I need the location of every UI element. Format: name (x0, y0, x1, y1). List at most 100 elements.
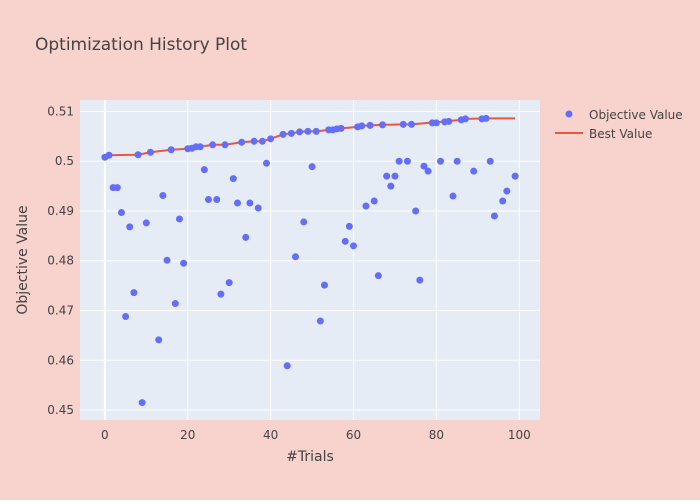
objective-value-point[interactable] (262, 159, 270, 167)
objective-value-point[interactable] (138, 399, 146, 407)
objective-value-point[interactable] (482, 114, 490, 122)
objective-value-point[interactable] (287, 129, 295, 137)
legend[interactable]: Objective Value Best Value (555, 108, 683, 141)
objective-value-point[interactable] (126, 223, 134, 231)
legend-label-objective-value: Objective Value (589, 108, 683, 122)
objective-value-point[interactable] (350, 242, 358, 250)
objective-value-point[interactable] (358, 122, 366, 130)
objective-value-point[interactable] (486, 157, 494, 165)
objective-value-point[interactable] (300, 218, 308, 226)
x-axis-title: #Trials (286, 449, 334, 465)
objective-value-point[interactable] (117, 208, 125, 216)
objective-value-point[interactable] (366, 121, 374, 129)
objective-value-point[interactable] (304, 127, 312, 135)
objective-value-point[interactable] (424, 167, 432, 175)
objective-value-point[interactable] (113, 184, 121, 192)
objective-value-point[interactable] (291, 253, 299, 261)
objective-value-point[interactable] (449, 192, 457, 200)
objective-value-point[interactable] (437, 157, 445, 165)
objective-value-point[interactable] (233, 199, 241, 207)
objective-value-point[interactable] (399, 120, 407, 128)
objective-value-point[interactable] (374, 272, 382, 280)
objective-value-point[interactable] (453, 157, 461, 165)
objective-value-point[interactable] (387, 182, 395, 190)
objective-value-point[interactable] (408, 120, 416, 128)
objective-value-point[interactable] (511, 172, 519, 180)
objective-value-point[interactable] (163, 256, 171, 264)
x-tick-label: 80 (429, 428, 444, 442)
objective-value-point[interactable] (345, 222, 353, 230)
objective-value-point[interactable] (209, 141, 217, 149)
objective-value-point[interactable] (146, 148, 154, 156)
y-tick-label: 0.51 (47, 104, 74, 118)
objective-value-point[interactable] (217, 290, 225, 298)
y-tick-label: 0.46 (47, 353, 74, 367)
objective-value-point[interactable] (379, 121, 387, 129)
objective-value-point[interactable] (171, 300, 179, 308)
objective-value-point[interactable] (461, 115, 469, 123)
objective-value-point[interactable] (225, 279, 233, 287)
objective-value-point[interactable] (316, 317, 324, 325)
objective-value-point[interactable] (180, 259, 188, 267)
objective-value-point[interactable] (159, 192, 167, 200)
objective-value-point[interactable] (370, 197, 378, 205)
plot-area (80, 100, 540, 420)
objective-value-point[interactable] (383, 172, 391, 180)
objective-value-point[interactable] (395, 157, 403, 165)
objective-value-point[interactable] (238, 138, 246, 146)
objective-value-point[interactable] (196, 143, 204, 151)
objective-value-point[interactable] (200, 166, 208, 174)
x-tick-label: 0 (101, 428, 109, 442)
objective-value-point[interactable] (142, 219, 150, 227)
legend-marker-icon (565, 110, 573, 118)
objective-value-point[interactable] (213, 196, 221, 204)
objective-value-point[interactable] (155, 336, 163, 344)
objective-value-point[interactable] (279, 130, 287, 138)
y-tick-label: 0.47 (47, 304, 74, 318)
objective-value-point[interactable] (229, 175, 237, 183)
objective-value-point[interactable] (308, 163, 316, 171)
objective-value-point[interactable] (362, 202, 370, 210)
objective-value-point[interactable] (134, 151, 142, 159)
objective-value-point[interactable] (416, 276, 424, 284)
objective-value-point[interactable] (254, 204, 262, 212)
objective-value-point[interactable] (221, 141, 229, 149)
y-tick-label: 0.49 (47, 204, 74, 218)
objective-value-point[interactable] (246, 199, 254, 207)
objective-value-point[interactable] (337, 124, 345, 132)
chart-title: Optimization History Plot (35, 35, 247, 55)
objective-value-layer (101, 114, 519, 407)
objective-value-point[interactable] (167, 146, 175, 154)
objective-value-point[interactable] (130, 289, 138, 297)
objective-value-point[interactable] (412, 207, 420, 215)
y-tick-label: 0.48 (47, 254, 74, 268)
objective-value-point[interactable] (258, 137, 266, 145)
objective-value-point[interactable] (503, 187, 511, 195)
objective-value-point[interactable] (242, 233, 250, 241)
objective-value-point[interactable] (499, 197, 507, 205)
objective-value-point[interactable] (267, 135, 275, 143)
x-tick-label: 60 (346, 428, 361, 442)
legend-item-best-value[interactable]: Best Value (555, 127, 652, 141)
objective-value-point[interactable] (321, 281, 329, 289)
objective-value-point[interactable] (204, 196, 212, 204)
objective-value-point[interactable] (490, 212, 498, 220)
objective-value-point[interactable] (470, 167, 478, 175)
grid-lines (80, 100, 540, 420)
objective-value-point[interactable] (175, 215, 183, 223)
objective-value-point[interactable] (391, 172, 399, 180)
objective-value-point[interactable] (105, 151, 113, 159)
objective-value-point[interactable] (432, 119, 440, 127)
y-tick-label: 0.45 (47, 403, 74, 417)
objective-value-point[interactable] (445, 117, 453, 125)
objective-value-point[interactable] (283, 362, 291, 370)
objective-value-point[interactable] (403, 157, 411, 165)
objective-value-point[interactable] (420, 162, 428, 170)
objective-value-point[interactable] (250, 137, 258, 145)
objective-value-point[interactable] (296, 128, 304, 136)
objective-value-point[interactable] (312, 127, 320, 135)
objective-value-point[interactable] (341, 237, 349, 245)
objective-value-point[interactable] (122, 312, 130, 320)
legend-item-objective-value[interactable]: Objective Value (565, 108, 683, 122)
